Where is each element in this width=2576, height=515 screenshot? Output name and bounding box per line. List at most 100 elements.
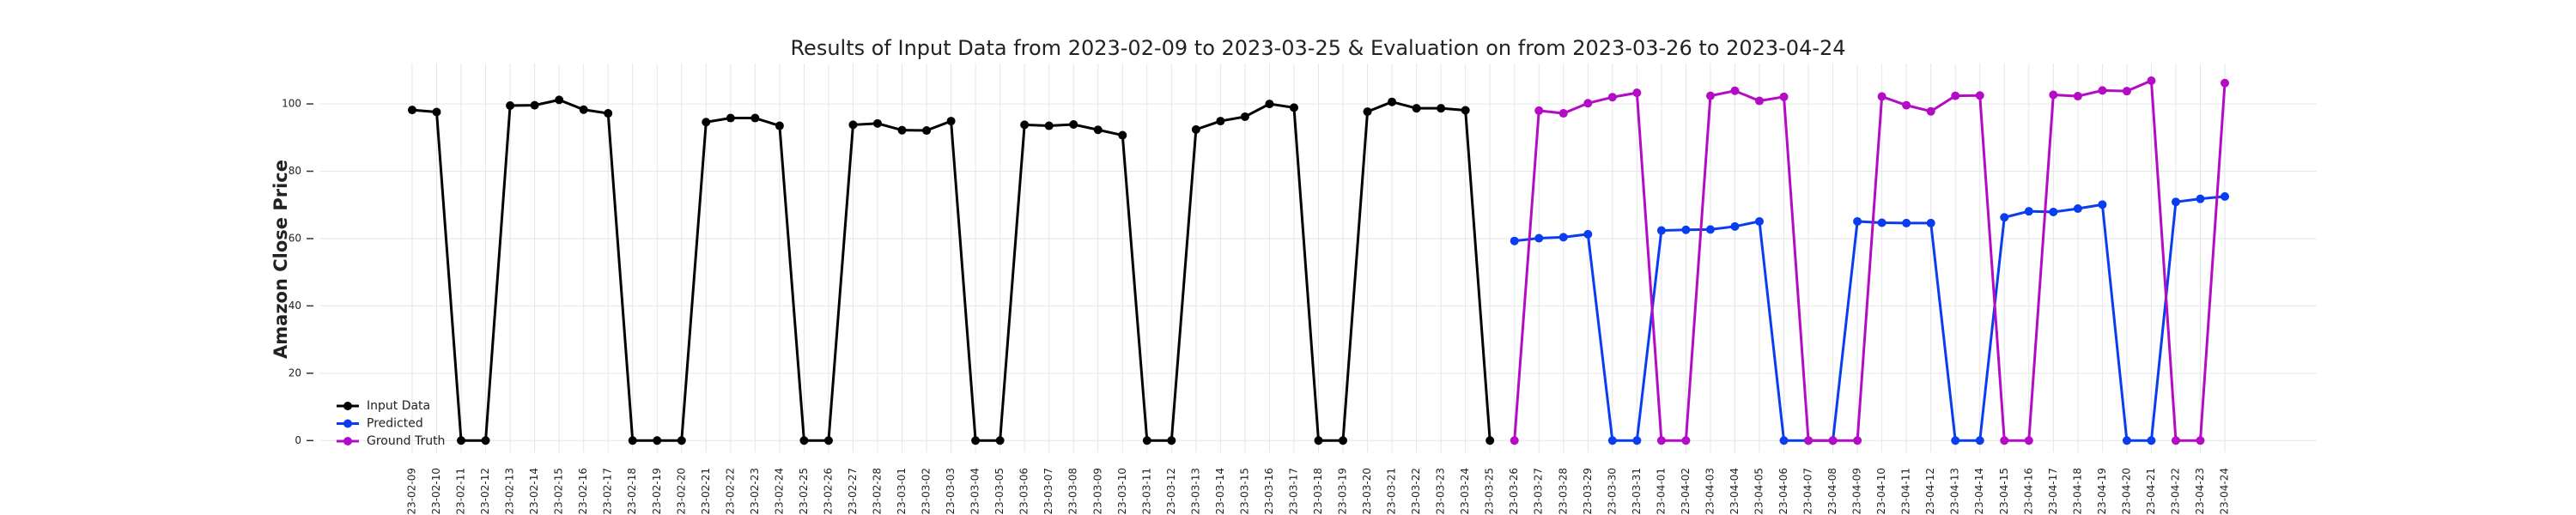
x-tick-label: 2023-02-28 xyxy=(872,468,884,515)
data-point xyxy=(2147,76,2156,86)
data-point xyxy=(946,117,956,126)
x-tick-label: 2023-03-19 xyxy=(1337,468,1349,515)
x-tick-label: 2023-02-19 xyxy=(651,468,663,515)
x-tick-label: 2023-03-08 xyxy=(1067,468,1079,515)
data-point xyxy=(407,106,416,115)
legend-label: Ground Truth xyxy=(367,434,445,448)
x-tick-label: 2023-04-06 xyxy=(1777,468,1789,515)
data-point xyxy=(1510,236,1519,245)
y-tick-label: 0 xyxy=(295,434,301,446)
data-point xyxy=(2049,90,2058,100)
data-point xyxy=(1632,436,1642,445)
data-point xyxy=(848,120,858,130)
y-tick-label: 100 xyxy=(282,98,301,110)
data-point xyxy=(1754,216,1764,226)
data-point xyxy=(481,436,490,445)
data-point xyxy=(1534,106,1544,115)
data-point xyxy=(2073,204,2082,214)
y-tick-label: 20 xyxy=(289,367,301,379)
data-point xyxy=(1779,436,1789,445)
x-tick-label: 2023-04-13 xyxy=(1949,468,1961,515)
data-point xyxy=(628,436,637,445)
x-tick-label: 2023-02-18 xyxy=(626,468,638,515)
x-tick-label: 2023-03-18 xyxy=(1312,468,1324,515)
y-axis-label: Amazon Close Price xyxy=(270,160,291,359)
x-tick-label: 2023-04-20 xyxy=(2120,468,2132,515)
data-point xyxy=(1705,225,1715,234)
data-point xyxy=(1656,436,1666,445)
data-point xyxy=(1951,436,1960,445)
data-point xyxy=(1877,218,1886,227)
data-point xyxy=(2171,197,2180,207)
data-point xyxy=(1069,119,1078,129)
x-tick-label: 2023-03-12 xyxy=(1165,468,1177,515)
x-tick-label: 2023-04-04 xyxy=(1728,468,1741,515)
x-tick-label: 2023-04-05 xyxy=(1753,468,1765,515)
x-tick-label: 2023-04-12 xyxy=(1924,468,1936,515)
x-tick-label: 2023-02-21 xyxy=(700,468,712,515)
data-point xyxy=(579,105,588,114)
chart-title: Results of Input Data from 2023-02-09 to… xyxy=(790,36,1845,60)
data-point xyxy=(702,118,711,127)
data-point xyxy=(1510,436,1519,445)
x-tick-label: 2023-03-14 xyxy=(1214,468,1226,515)
data-point xyxy=(1754,96,1764,106)
data-point xyxy=(1705,91,1715,100)
data-point xyxy=(1853,436,1862,445)
x-tick-label: 2023-03-24 xyxy=(1459,468,1471,515)
x-tick-label: 2023-04-07 xyxy=(1802,468,1814,515)
data-point xyxy=(2073,92,2082,101)
data-point xyxy=(2000,213,2009,222)
x-tick-label: 2023-03-06 xyxy=(1018,468,1030,515)
x-tick-label: 2023-03-20 xyxy=(1361,468,1373,515)
data-point xyxy=(1437,104,1446,113)
x-tick-label: 2023-02-12 xyxy=(479,468,491,515)
series-line xyxy=(1514,195,2226,442)
x-tick-label: 2023-02-24 xyxy=(773,468,785,515)
data-point xyxy=(2024,207,2033,216)
data-point xyxy=(1388,97,1397,106)
data-point xyxy=(2098,200,2107,209)
x-tick-label: 2023-04-17 xyxy=(2047,468,2059,515)
series-line xyxy=(1513,78,2227,442)
data-point xyxy=(1975,91,1984,100)
data-point xyxy=(2221,191,2230,201)
data-point xyxy=(1020,120,1030,130)
x-tick-label: 2023-04-14 xyxy=(1973,468,1985,515)
x-tick-label: 2023-02-10 xyxy=(430,468,442,515)
x-tick-label: 2023-03-26 xyxy=(1508,468,1520,515)
data-point xyxy=(604,109,613,118)
data-point xyxy=(1216,117,1225,126)
data-point xyxy=(1363,107,1372,117)
data-point xyxy=(1558,109,1568,118)
data-point xyxy=(1093,125,1103,135)
data-point xyxy=(1461,106,1470,115)
x-tick-label: 2023-02-20 xyxy=(675,468,687,515)
data-point xyxy=(2171,436,2180,445)
data-point xyxy=(677,436,686,445)
data-point xyxy=(922,126,932,136)
x-tick-label: 2023-04-23 xyxy=(2194,468,2206,515)
x-tick-label: 2023-04-01 xyxy=(1655,468,1667,515)
data-point xyxy=(799,436,809,445)
legend-label: Input Data xyxy=(367,399,430,413)
data-point xyxy=(1853,216,1862,226)
x-tick-label: 2023-03-10 xyxy=(1116,468,1128,515)
data-point xyxy=(1534,233,1544,243)
x-tick-label: 2023-02-15 xyxy=(553,468,565,515)
x-tick-label: 2023-02-09 xyxy=(405,468,417,515)
data-point xyxy=(1558,233,1568,242)
data-point xyxy=(873,118,883,128)
data-point xyxy=(2098,86,2107,95)
x-tick-label: 2023-04-08 xyxy=(1826,468,1838,515)
x-tick-label: 2023-03-16 xyxy=(1263,468,1275,515)
data-point xyxy=(1804,436,1814,445)
x-tick-label: 2023-03-30 xyxy=(1606,468,1618,515)
data-point xyxy=(1339,436,1348,445)
data-point xyxy=(1828,436,1838,445)
data-point xyxy=(2221,78,2230,88)
x-tick-label: 2023-04-10 xyxy=(1875,468,1887,515)
data-point xyxy=(1632,88,1642,98)
x-tick-label: 2023-03-17 xyxy=(1287,468,1299,515)
